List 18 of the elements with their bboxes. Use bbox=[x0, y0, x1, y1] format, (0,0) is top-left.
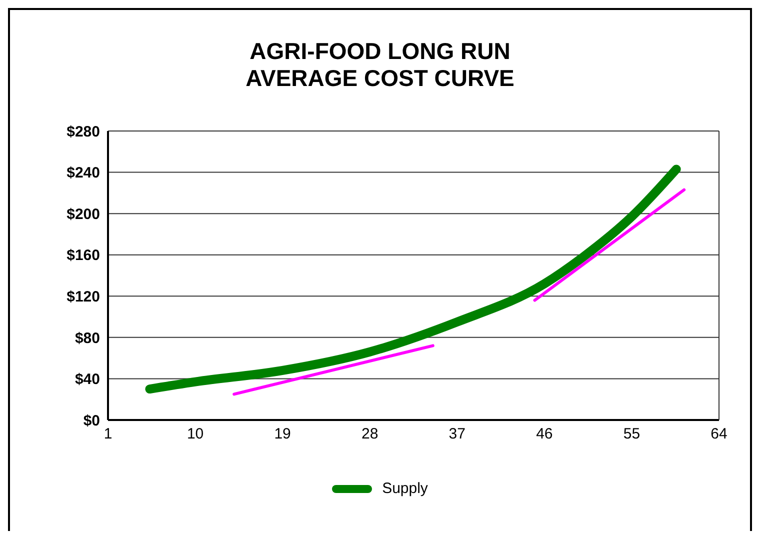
y-tick-label: $200 bbox=[66, 206, 100, 223]
y-tick-label: $240 bbox=[66, 164, 100, 182]
y-tick-label: $160 bbox=[66, 247, 100, 264]
x-tick-label: 55 bbox=[623, 426, 640, 443]
y-tick-label: $120 bbox=[66, 288, 100, 306]
y-tick-label: $80 bbox=[74, 330, 100, 347]
x-tick-label: 28 bbox=[362, 426, 378, 443]
x-tick-label: 37 bbox=[448, 426, 466, 443]
x-tick-label: 1 bbox=[104, 426, 112, 443]
y-tick-label: $0 bbox=[83, 412, 100, 430]
chart-title: AGRI-FOOD LONG RUN AVERAGE COST CURVE bbox=[244, 37, 516, 93]
x-tick-label: 46 bbox=[536, 426, 553, 443]
x-tick-label: 10 bbox=[186, 426, 204, 443]
legend-label: Supply bbox=[382, 480, 428, 497]
x-tick-label: 64 bbox=[710, 426, 728, 443]
y-tick-label: $280 bbox=[66, 123, 100, 140]
x-tick-label: 19 bbox=[274, 426, 291, 443]
y-tick-label: $40 bbox=[74, 371, 100, 388]
